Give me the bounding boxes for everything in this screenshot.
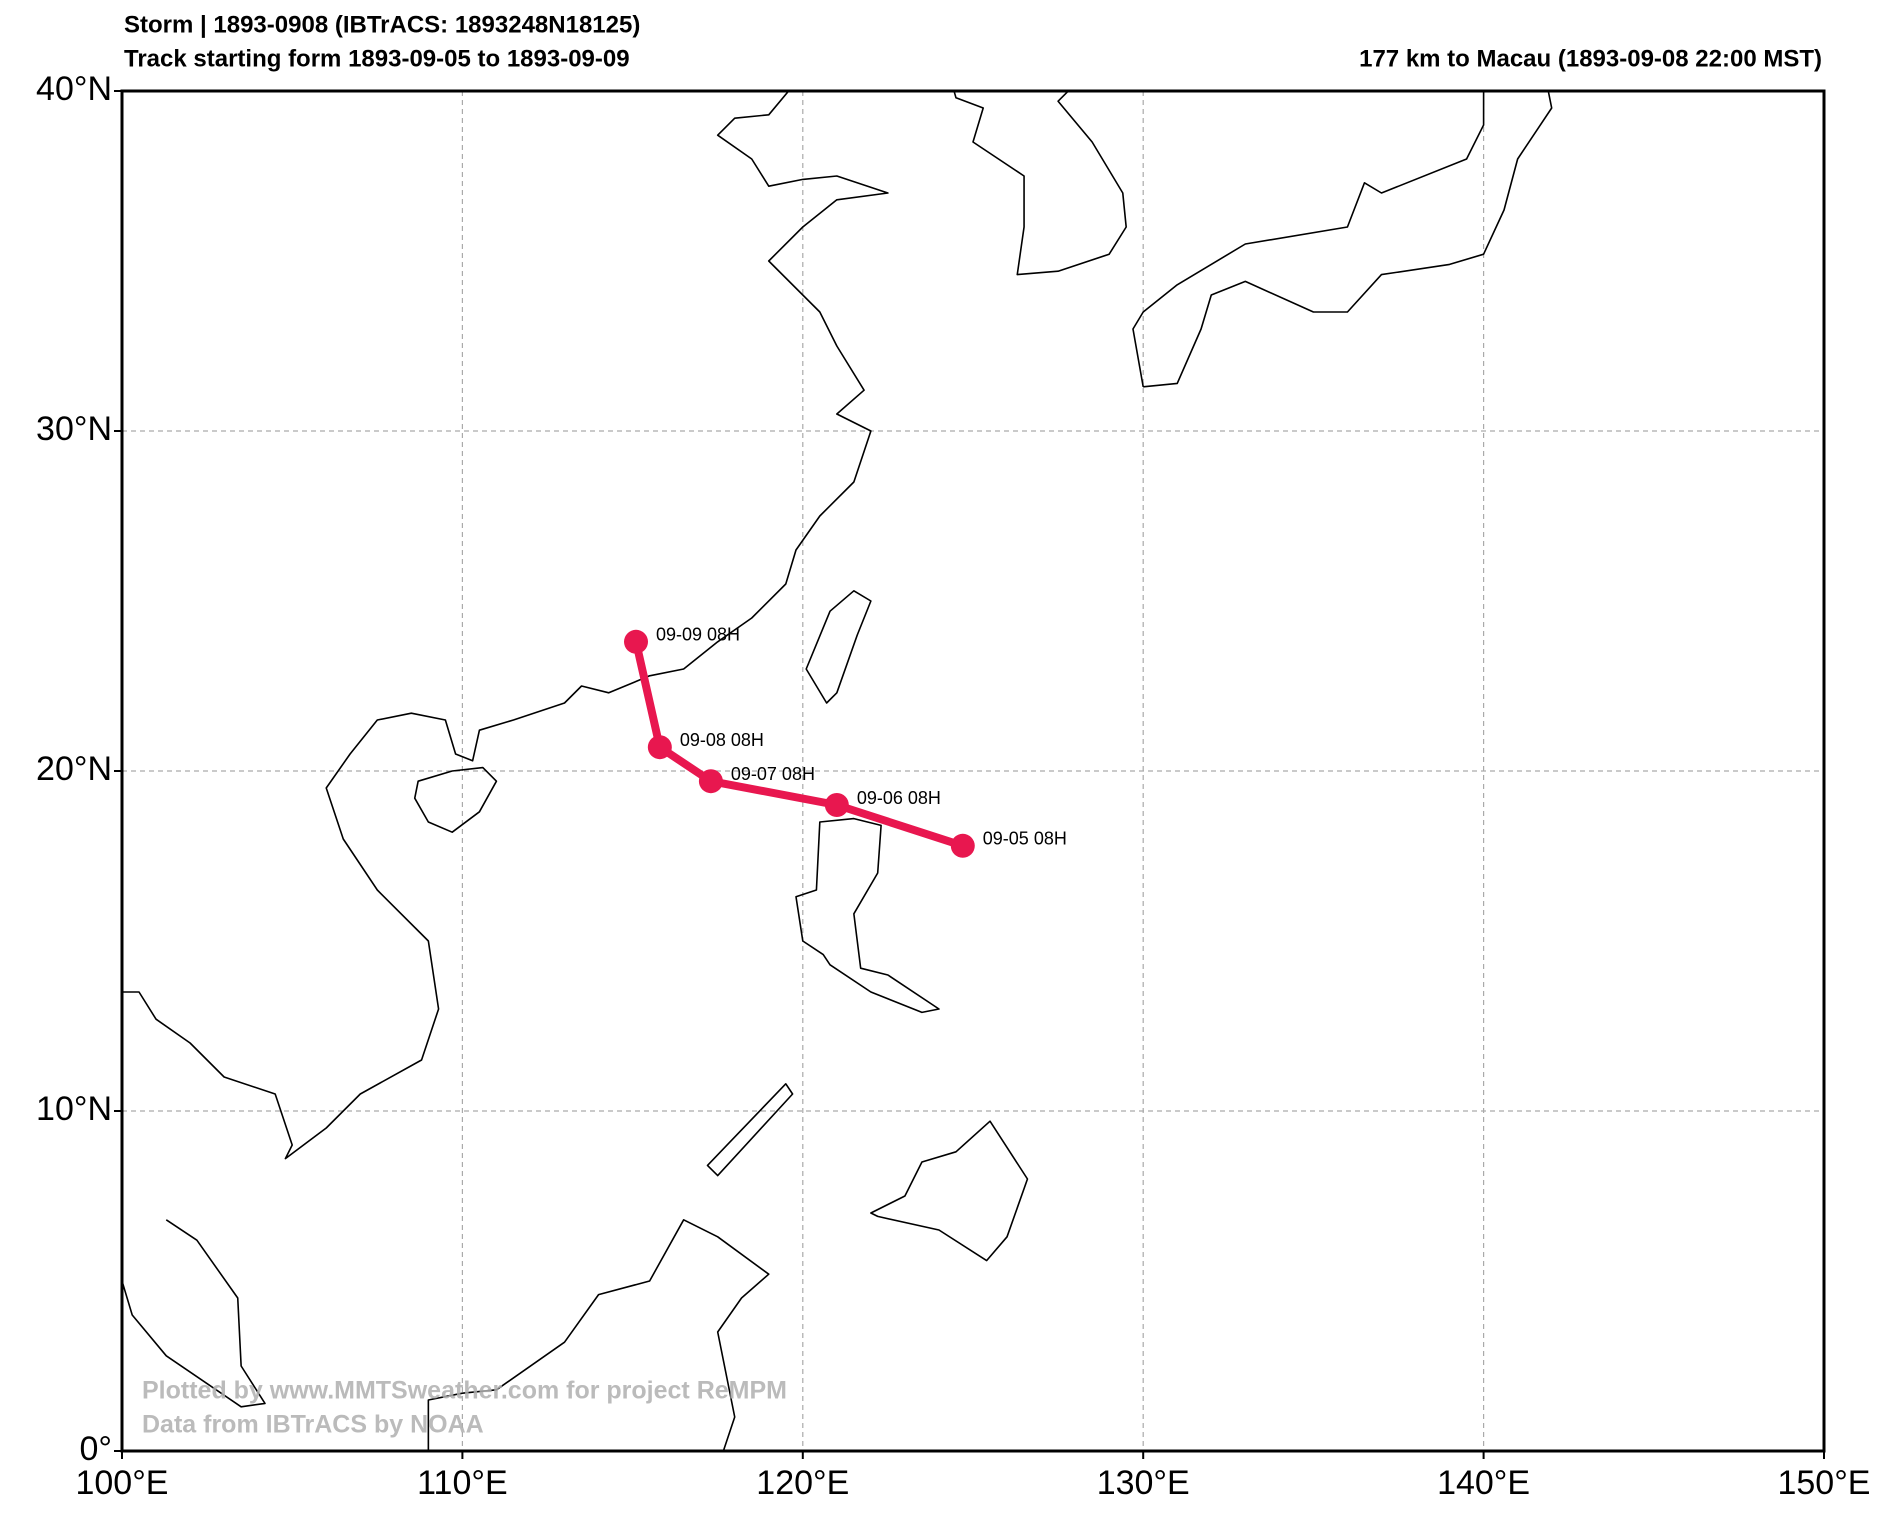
coastline — [806, 591, 871, 703]
chart-subtitle: Track starting form 1893-09-05 to 1893-0… — [124, 45, 630, 72]
coastline — [796, 819, 939, 1013]
track-point — [698, 769, 723, 794]
x-tick-label: 150°E — [1777, 1464, 1870, 1502]
grid — [121, 90, 1825, 1452]
x-tick-label: 140°E — [1437, 1464, 1530, 1502]
y-tick-label: 0° — [79, 1430, 112, 1468]
point-label: 09-08 08H — [680, 730, 764, 750]
y-tick-label: 10°N — [36, 1090, 112, 1128]
point-label: 09-07 08H — [731, 764, 815, 784]
coastline — [122, 74, 888, 1159]
coastline — [871, 1121, 1028, 1260]
track-point — [950, 833, 975, 858]
credit: Plotted by www.MMTSweather.com for proje… — [142, 1377, 787, 1405]
annotation: 177 km to Macau (1893-09-08 22:00 MST) — [1359, 45, 1822, 72]
point-label: 09-05 08H — [983, 829, 1067, 849]
land — [122, 74, 1552, 1468]
credit: Data from IBTrACS by NOAA — [142, 1411, 484, 1439]
y-tick-label: 30°N — [36, 410, 112, 448]
track-point — [647, 735, 672, 760]
coastline — [1133, 74, 1552, 387]
coastline — [415, 768, 497, 833]
y-tick-label: 40°N — [36, 70, 112, 108]
coastline — [707, 1084, 792, 1176]
x-tick-label: 120°E — [756, 1464, 849, 1502]
point-label: 09-09 08H — [656, 625, 740, 645]
point-label: 09-06 08H — [857, 788, 941, 808]
x-tick-label: 100°E — [75, 1464, 168, 1502]
coastline — [949, 74, 1126, 275]
track: 09-05 08H 09-06 08H 09-07 08H 09-08 08H 09-0… — [624, 625, 1067, 858]
track-point — [624, 629, 649, 654]
y-tick-label: 20°N — [36, 750, 112, 788]
coastline — [122, 1220, 265, 1407]
track-point — [824, 793, 849, 817]
chart-title: Storm | 1893-0908 (IBTrACS: 1893248N1812… — [124, 11, 640, 38]
x-tick-label: 110°E — [417, 1464, 507, 1502]
x-tick-label: 130°E — [1097, 1464, 1190, 1502]
coastline — [428, 1220, 768, 1468]
